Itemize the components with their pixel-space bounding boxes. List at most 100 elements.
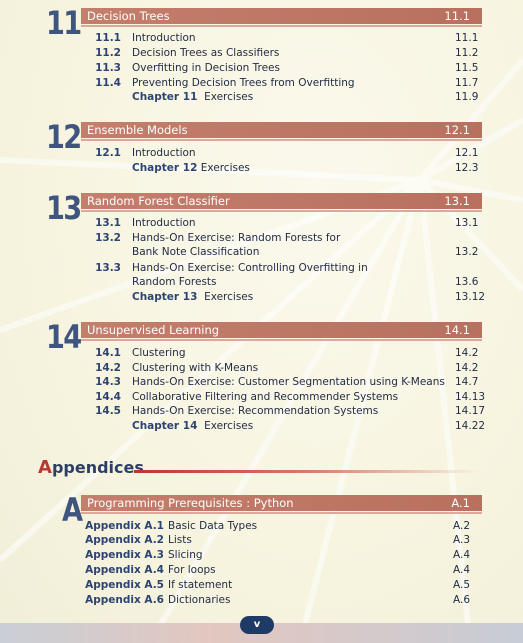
toc-exercises[interactable]: Chapter 12 Exercises 12.3	[0, 161, 523, 176]
chapter-number: 13	[46, 189, 82, 227]
toc-entry-continued[interactable]: Bank Note Classification 13.2	[0, 245, 523, 260]
entry-label: Introduction	[132, 217, 196, 229]
appendices-heading: Appendices	[38, 457, 144, 478]
entry-label: If statement	[168, 579, 233, 591]
toc-entry[interactable]: 11.3 Overfitting in Decision Trees 11.5	[0, 61, 523, 76]
toc-entry[interactable]: 13.1 Introduction 13.1	[0, 216, 523, 231]
entry-number: 13.3	[95, 262, 121, 274]
entry-page: 11.5	[455, 62, 479, 74]
entry-number: Appendix A.2	[85, 534, 164, 546]
toc-entry[interactable]: 11.4 Preventing Decision Trees from Over…	[0, 76, 523, 91]
page-number: v	[240, 616, 274, 634]
entry-number: Appendix A.4	[85, 564, 164, 576]
exercises-label: Exercises	[204, 291, 254, 303]
chapter-title: Random Forest Classifier	[87, 194, 230, 208]
entry-label: Basic Data Types	[168, 520, 258, 532]
chapter-title-bar[interactable]: Ensemble Models 12.1	[81, 122, 482, 141]
entry-label: For loops	[168, 564, 216, 576]
appendix-entry[interactable]: Appendix A.5 If statement A.5	[0, 578, 523, 593]
chapter-number: 11	[46, 4, 82, 42]
entry-number: Appendix A.5	[85, 579, 164, 591]
entry-label: Dictionaries	[168, 594, 231, 606]
entry-label: Preventing Decision Trees from Overfitti…	[132, 77, 355, 89]
entry-label: Clustering	[132, 347, 186, 359]
entry-page: 13.6	[455, 276, 479, 288]
entry-number: 12.1	[95, 147, 121, 159]
appendix-title-bar[interactable]: Programming Prerequisites : Python A.1	[81, 495, 482, 514]
appendix-entry[interactable]: Appendix A.3 Slicing A.4	[0, 548, 523, 563]
entry-page: 13.2	[455, 246, 479, 258]
chapter-title: Decision Trees	[87, 9, 170, 23]
toc-entry[interactable]: 12.1 Introduction 12.1	[0, 146, 523, 161]
toc-entry[interactable]: 14.3 Hands-On Exercise: Customer Segment…	[0, 375, 523, 390]
toc-entry[interactable]: 14.4 Collaborative Filtering and Recomme…	[0, 390, 523, 405]
entry-label: Hands-On Exercise: Recommendation System…	[132, 405, 379, 417]
toc-entry[interactable]: 14.2 Clustering with K-Means 14.2	[0, 361, 523, 376]
entry-label: Slicing	[168, 549, 203, 561]
entry-number: 11.1	[95, 32, 121, 44]
entry-page: 11.9	[455, 91, 479, 103]
entry-label: Overfitting in Decision Trees	[132, 62, 280, 74]
entry-page: 13.12	[455, 291, 486, 303]
appendix-entry[interactable]: Appendix A.4 For loops A.4	[0, 563, 523, 578]
entry-label: Lists	[168, 534, 192, 546]
entry-page: 11.1	[455, 32, 479, 44]
entry-label: Collaborative Filtering and Recommender …	[132, 391, 399, 403]
chapter-page: 13.1	[444, 194, 470, 208]
entry-number: 14.2	[95, 362, 121, 374]
toc-exercises[interactable]: Chapter 13 Exercises 13.12	[0, 290, 523, 305]
chapter-title-bar[interactable]: Decision Trees 11.1	[81, 8, 482, 27]
entry-number: 14.4	[95, 391, 121, 403]
chapter-title-bar[interactable]: Unsupervised Learning 14.1	[81, 322, 482, 341]
toc-entry[interactable]: 14.5 Hands-On Exercise: Recommendation S…	[0, 404, 523, 419]
toc-exercises[interactable]: Chapter 11 Exercises 11.9	[0, 90, 523, 105]
entry-label-line2: Bank Note Classification	[132, 246, 260, 258]
entry-number: 11.2	[95, 47, 121, 59]
entry-label: Hands-On Exercise: Controlling Overfitti…	[132, 262, 368, 274]
entry-page: 11.2	[455, 47, 479, 59]
entry-page: A.3	[453, 534, 471, 546]
entry-number: Appendix A.6	[85, 594, 164, 606]
toc-entry[interactable]: 14.1 Clustering 14.2	[0, 346, 523, 361]
toc-entry[interactable]: 13.3 Hands-On Exercise: Controlling Over…	[0, 261, 523, 276]
entry-number: Appendix A.1	[85, 520, 164, 532]
chapter-title-bar[interactable]: Random Forest Classifier 13.1	[81, 193, 482, 212]
entry-page: 12.1	[455, 147, 479, 159]
exercises-chapter: Chapter 13	[132, 291, 198, 303]
toc-exercises[interactable]: Chapter 14 Exercises 14.22	[0, 419, 523, 434]
appendix-entry[interactable]: Appendix A.6 Dictionaries A.6	[0, 593, 523, 608]
exercises-chapter: Chapter 12	[132, 162, 198, 174]
entry-label: Introduction	[132, 147, 196, 159]
entry-label: Decision Trees as Classifiers	[132, 47, 280, 59]
entry-page: 14.22	[455, 420, 486, 432]
exercises-chapter: Chapter 14	[132, 420, 198, 432]
entry-page: A.4	[453, 564, 471, 576]
appendices-heading-initial: A	[38, 457, 52, 478]
entry-label: Hands-On Exercise: Customer Segmentation…	[132, 376, 445, 388]
entry-page: 14.13	[455, 391, 486, 403]
entry-label: Hands-On Exercise: Random Forests for	[132, 232, 341, 244]
exercises-chapter: Chapter 11	[132, 91, 198, 103]
toc-entry[interactable]: 13.2 Hands-On Exercise: Random Forests f…	[0, 231, 523, 246]
entry-page: 11.7	[455, 77, 479, 89]
entry-page: 12.3	[455, 162, 479, 174]
toc-entry[interactable]: 11.1 Introduction 11.1	[0, 31, 523, 46]
entry-page: A.4	[453, 549, 471, 561]
entry-label: Introduction	[132, 32, 196, 44]
chapter-page: 11.1	[444, 9, 470, 23]
entry-number: 13.1	[95, 217, 121, 229]
entry-label: Clustering with K-Means	[132, 362, 259, 374]
entry-page: A.2	[453, 520, 471, 532]
toc-entry[interactable]: 11.2 Decision Trees as Classifiers 11.2	[0, 46, 523, 61]
entry-page: 14.2	[455, 362, 479, 374]
exercises-label: Exercises	[200, 162, 250, 174]
entry-page: 14.17	[455, 405, 486, 417]
appendices-heading-rest: ppendices	[51, 458, 144, 477]
entry-label-line2: Random Forests	[132, 276, 217, 288]
toc-entry-continued[interactable]: Random Forests 13.6	[0, 275, 523, 290]
appendix-entry[interactable]: Appendix A.2 Lists A.3	[0, 533, 523, 548]
entry-page: 14.7	[455, 376, 479, 388]
entry-number: 14.5	[95, 405, 121, 417]
exercises-label: Exercises	[204, 91, 254, 103]
appendix-entry[interactable]: Appendix A.1 Basic Data Types A.2	[0, 519, 523, 534]
